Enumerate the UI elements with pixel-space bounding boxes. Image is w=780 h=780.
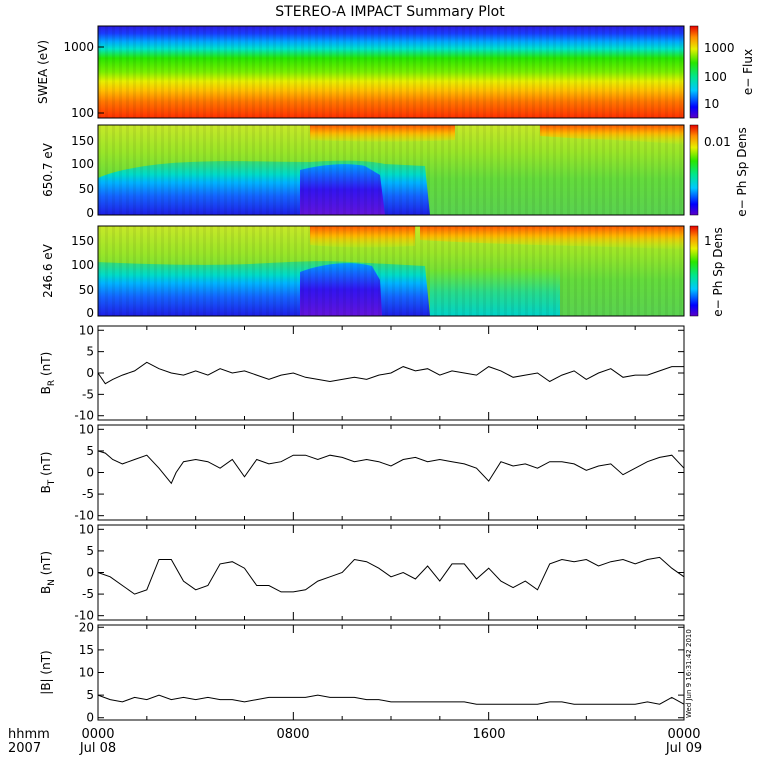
time-axis-label-hhmm: hhmm — [8, 727, 50, 742]
br-ytick-label: 0 — [86, 366, 94, 380]
swea-cbar-label: e− Flux — [741, 49, 755, 95]
bt-ytick-label: -5 — [82, 487, 94, 501]
swea-ylabel: SWEA (eV) — [36, 40, 50, 104]
bn-series-line — [97, 556, 685, 595]
bt-ytick-label: 10 — [79, 422, 94, 436]
pad650-ytick-0: 0 — [86, 206, 94, 220]
time-tick-0-bottom: Jul 08 — [79, 741, 116, 756]
bn-frame — [97, 524, 685, 621]
bn-ytick-label: 10 — [79, 522, 94, 536]
swea-colorbar — [689, 25, 699, 119]
time-tick-1-top: 0800 — [276, 727, 309, 742]
time-axis-label-year: 2007 — [8, 741, 41, 756]
pad650-ylabel: 650.7 eV — [41, 142, 55, 197]
pad246-ytick-50: 50 — [79, 283, 94, 297]
pad246-ytick-0: 0 — [86, 306, 94, 320]
bt-ytick-label: 5 — [86, 444, 94, 458]
bmag-ytick-label: 20 — [79, 620, 94, 634]
br-ytick-label: 5 — [86, 345, 94, 359]
time-tick-3-top: 0000 — [667, 727, 700, 742]
swea-ytick-100: 100 — [71, 106, 94, 120]
pad650-ytick-100: 100 — [71, 157, 94, 171]
br-ytick-label: -10 — [74, 409, 94, 423]
pad246-ylabel-group: 246.6 eV 150 100 50 0 e− Ph Sp Dens 1 — [41, 227, 725, 320]
bmag-frame — [97, 624, 685, 721]
time-tick-2-top: 1600 — [472, 727, 505, 742]
bmag-ytick-label: 5 — [86, 688, 94, 702]
plot-title: STEREO-A IMPACT Summary Plot — [275, 4, 505, 20]
time-tick-3-bottom: Jul 09 — [665, 741, 702, 756]
bn-ylabel: BN (nT) — [39, 551, 57, 594]
pad650-ytick-150: 150 — [71, 134, 94, 148]
magnetic-field-panels: 10 5 0 -5 -10 BR (nT) 10 5 0 -5 -10 BT (nT) 10 5 0 -5 -1… — [39, 323, 685, 725]
swea-panel — [97, 25, 699, 119]
bt-series-line — [97, 450, 685, 485]
pad246-cbar-label: e− Ph Sp Dens — [711, 227, 725, 316]
pad246-ytick-100: 100 — [71, 258, 94, 272]
time-axis: hhmm 2007 0000 Jul 08 0800 1600 0000 Jul… — [8, 727, 702, 756]
bn-ytick-label: 5 — [86, 544, 94, 558]
time-tick-0-top: 0000 — [81, 727, 114, 742]
bt-ylabel: BT (nT) — [39, 452, 57, 494]
br-ylabel: BR (nT) — [39, 352, 57, 395]
pad650-ylabel-group: 650.7 eV 150 100 50 0 e− Ph Sp Dens 0.01 — [41, 127, 749, 220]
swea-cbar-tick-1000: 1000 — [704, 41, 735, 55]
br-ytick-label: 10 — [79, 323, 94, 337]
br-ytick-label: -5 — [82, 387, 94, 401]
pad650-cbar-tick: 0.01 — [704, 135, 731, 149]
pad650-cbar-label: e− Ph Sp Dens — [735, 127, 749, 216]
bn-ytick-label: 0 — [86, 566, 94, 580]
bn-ytick-label: -10 — [74, 609, 94, 623]
pad246-colorbar — [689, 225, 699, 317]
swea-cbar-tick-100: 100 — [704, 70, 727, 84]
bt-ytick-label: -10 — [74, 509, 94, 523]
bmag-series-line — [97, 694, 685, 705]
swea-cbar-tick-10: 10 — [704, 97, 719, 111]
br-series-line — [97, 361, 684, 385]
bt-frame — [97, 424, 685, 521]
pad246-panel — [97, 225, 699, 317]
pad650-ytick-50: 50 — [79, 182, 94, 196]
bmag-ytick-label: 10 — [79, 666, 94, 680]
pad650-colorbar — [689, 124, 699, 216]
bt-ytick-label: 0 — [86, 466, 94, 480]
pad246-ylabel: 246.6 eV — [41, 243, 55, 298]
bn-ytick-label: -5 — [82, 587, 94, 601]
bmag-ylabel: |B| (nT) — [39, 650, 53, 694]
bmag-ytick-label: 0 — [86, 711, 94, 725]
pad246-ytick-150: 150 — [71, 234, 94, 248]
pad650-panel — [97, 124, 699, 216]
swea-ytick-1000: 1000 — [63, 40, 94, 54]
pad246-cbar-tick: 1 — [704, 234, 712, 248]
swea-ylabel-group: SWEA (eV) 1000 100 e− Flux 1000 100 10 — [36, 40, 755, 120]
generation-timestamp: Wed Jun 9 16:31:42 2010 — [685, 629, 693, 718]
bmag-ytick-label: 15 — [79, 643, 94, 657]
